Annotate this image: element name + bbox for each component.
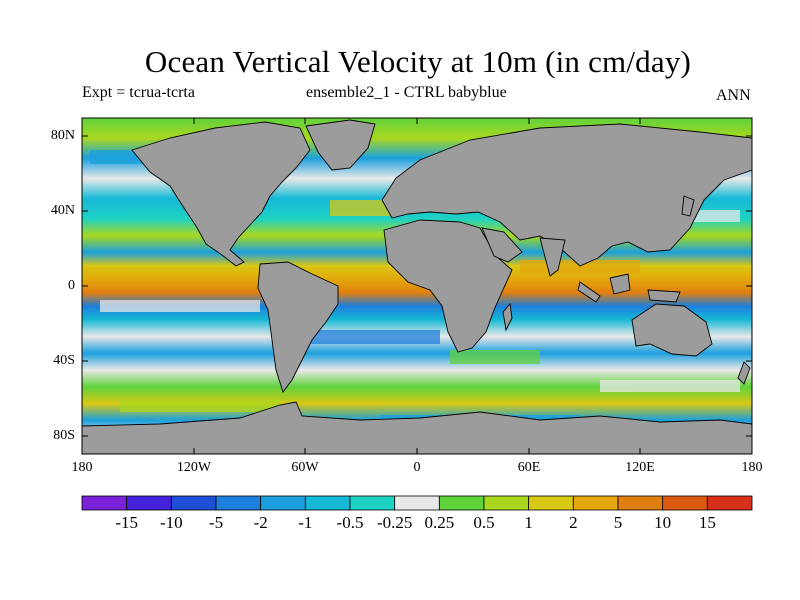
colorbar-label: -1 bbox=[298, 513, 313, 532]
colorbar-swatch bbox=[126, 495, 172, 511]
australia bbox=[631, 303, 713, 357]
colorbar-swatch bbox=[617, 495, 664, 511]
colorbar-label: 1 bbox=[524, 513, 533, 532]
colorbar-swatch bbox=[81, 495, 128, 511]
antarctica bbox=[82, 401, 752, 454]
colorbar-swatch bbox=[572, 495, 619, 511]
colorbar-swatch bbox=[304, 495, 351, 511]
colorbar-label: -0.25 bbox=[376, 513, 413, 532]
colorbar bbox=[81, 495, 753, 511]
japan bbox=[681, 195, 695, 217]
colorbar-label: -15 bbox=[115, 513, 138, 532]
colorbar-label: 5 bbox=[613, 513, 623, 532]
africa bbox=[383, 219, 513, 353]
colorbar-label: 2 bbox=[569, 513, 578, 532]
season-label: ANN bbox=[716, 87, 751, 104]
colorbar-label: 0.25 bbox=[424, 513, 455, 532]
colorbar-swatch bbox=[215, 495, 262, 511]
new-guinea bbox=[647, 289, 681, 303]
lat-label-40s: 40S bbox=[53, 353, 75, 368]
india bbox=[539, 237, 566, 277]
lon-label-120e: 120E bbox=[625, 460, 655, 475]
colorbar-swatch bbox=[662, 495, 708, 511]
lat-label-80n: 80N bbox=[50, 128, 75, 143]
sumatra bbox=[577, 281, 601, 303]
colorbar-label: 0.5 bbox=[473, 513, 495, 532]
colorbar-swatch bbox=[170, 495, 217, 511]
colorbar-label: -5 bbox=[208, 513, 224, 532]
lon-label-120w: 120W bbox=[176, 460, 212, 475]
colorbar-label: 10 bbox=[654, 513, 672, 532]
north-america bbox=[131, 121, 311, 267]
greenland bbox=[305, 119, 376, 171]
colorbar-swatch bbox=[706, 495, 753, 511]
colorbar-label: -10 bbox=[159, 513, 183, 532]
colorbar-label: 15 bbox=[698, 513, 716, 532]
new-zealand bbox=[737, 361, 751, 385]
velocity-field bbox=[82, 118, 752, 454]
eurasia bbox=[381, 123, 752, 267]
south-america bbox=[257, 261, 339, 393]
colorbar-swatch bbox=[483, 495, 530, 511]
lon-label-180-left: 180 bbox=[71, 460, 93, 475]
madagascar bbox=[502, 302, 513, 332]
experiment-label: Expt = tcrua-tcrta bbox=[82, 84, 195, 101]
lon-label-60w: 60W bbox=[291, 460, 319, 475]
colorbar-swatch bbox=[349, 495, 396, 511]
colorbar-swatch bbox=[438, 495, 485, 511]
axis-ticks bbox=[81, 118, 753, 454]
lon-label-180-right: 180 bbox=[741, 460, 763, 475]
borneo bbox=[609, 273, 631, 295]
lon-label-60e: 60E bbox=[517, 460, 541, 475]
arabia bbox=[481, 227, 523, 263]
colorbar-label: -0.5 bbox=[336, 513, 364, 532]
land bbox=[82, 119, 752, 454]
colorbar-label: -2 bbox=[253, 513, 268, 532]
lon-label-0: 0 bbox=[413, 460, 421, 475]
lat-label-40n: 40N bbox=[50, 203, 75, 218]
ensemble-label: ensemble2_1 - CTRL babyblue bbox=[306, 84, 507, 101]
colorbar-swatch bbox=[394, 495, 440, 511]
colorbar-swatch bbox=[260, 495, 306, 511]
colorbar-swatch bbox=[528, 495, 574, 511]
lat-label-0: 0 bbox=[68, 278, 75, 293]
lat-label-80s: 80S bbox=[53, 428, 75, 443]
map-title: Ocean Vertical Velocity at 10m (in cm/da… bbox=[144, 44, 692, 79]
